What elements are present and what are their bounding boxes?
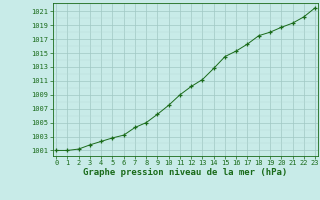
X-axis label: Graphe pression niveau de la mer (hPa): Graphe pression niveau de la mer (hPa) bbox=[84, 168, 288, 177]
